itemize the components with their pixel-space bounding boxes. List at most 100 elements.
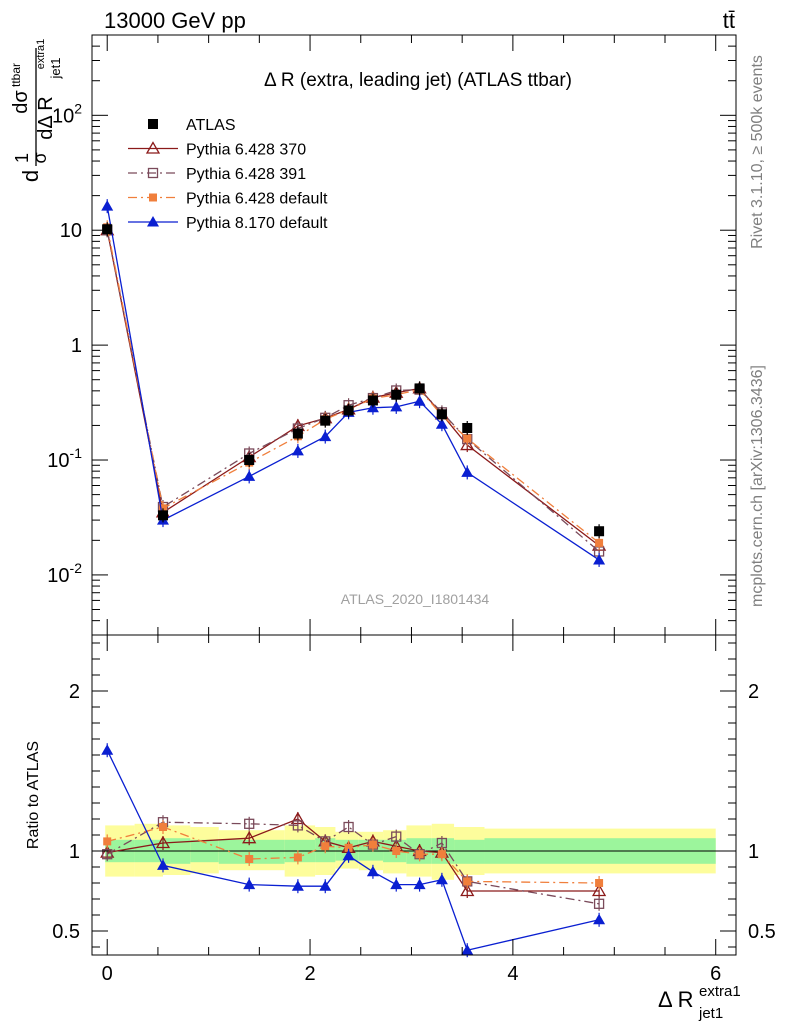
data-point — [319, 880, 332, 891]
data-point — [460, 437, 475, 451]
data-point — [461, 944, 474, 955]
data-point — [155, 835, 171, 849]
data-point — [320, 415, 331, 426]
legend-marker — [145, 141, 161, 154]
x-tick-label: 0 — [102, 963, 113, 985]
data-point — [244, 818, 255, 829]
data-point — [102, 849, 113, 860]
data-point — [343, 821, 354, 833]
x-axis-base: Δ R — [658, 987, 693, 1012]
data-point — [243, 878, 256, 890]
ratio-plot-marks — [100, 743, 607, 958]
data-point — [390, 878, 403, 890]
x-axis-sub: jet1 — [698, 1005, 723, 1022]
data-point — [157, 510, 168, 521]
data-point — [593, 553, 606, 565]
ratio-y-tick-label-right: 2 — [748, 681, 759, 703]
data-point — [391, 389, 402, 400]
data-point — [158, 823, 167, 831]
data-point — [368, 840, 377, 849]
series-line-4 — [106, 206, 600, 561]
series-line-3 — [106, 227, 600, 544]
legend-marker — [147, 216, 159, 227]
data-point — [435, 418, 448, 429]
data-point — [436, 409, 447, 420]
data-point — [413, 878, 426, 890]
y-tick-label: 10-1 — [47, 445, 82, 472]
rivet-version: Rivet 3.1.10, ≥ 500k events — [749, 55, 766, 249]
data-point — [414, 383, 425, 394]
y-axis-frac2-den-sup: extra1 — [35, 39, 47, 70]
series-line-4 — [106, 749, 600, 951]
data-point — [366, 865, 379, 877]
series-line-2 — [106, 230, 600, 552]
y-tick-label: 10 — [60, 220, 82, 242]
data-point — [102, 224, 113, 235]
legend-label: Pythia 6.428 default — [186, 191, 328, 208]
main-plot-panel: 10-2 10-1 1 10 102 Δ R (extra, leading jet) … — [47, 34, 737, 636]
x-tick-label: 2 — [304, 963, 315, 985]
ratio-plot-frame — [91, 634, 737, 956]
data-point — [594, 526, 605, 537]
y-axis-lead: d — [18, 170, 43, 182]
inner-band — [454, 839, 485, 864]
data-point — [291, 444, 304, 456]
data-point — [342, 849, 355, 861]
data-point — [319, 430, 332, 442]
main-plot-marks — [100, 199, 607, 567]
legend-marker — [149, 193, 157, 202]
data-point — [461, 466, 474, 477]
data-point — [595, 538, 604, 547]
y-axis-frac2-num-sup: ttbar — [9, 63, 23, 87]
data-point — [101, 200, 114, 211]
data-point — [245, 855, 254, 863]
x-tick-label: 4 — [507, 963, 518, 985]
data-point — [292, 428, 303, 439]
header-left: 13000 GeV pp — [104, 8, 246, 33]
x-axis-label: Δ R jet1 extra1 — [658, 983, 741, 1022]
legend-label: Pythia 6.428 370 — [186, 142, 306, 159]
plot-title: Δ R (extra, leading jet) (ATLAS ttbar) — [264, 70, 572, 91]
legend-label: Pythia 8.170 default — [186, 215, 328, 232]
data-point — [242, 830, 257, 844]
y-axis-frac-num: 1 — [12, 153, 32, 163]
ratio-y-tick-label-right: 1 — [748, 841, 759, 863]
data-point — [591, 883, 607, 897]
y-axis-frac2-num: dσ — [10, 90, 32, 114]
ratio-plot-axes: 0.5 0.5 1 1 2 2 0 2 4 6 — [52, 635, 776, 985]
y-tick-label: 1 — [71, 335, 82, 357]
y-axis-frac-den: σ — [30, 152, 50, 163]
data-point — [460, 883, 475, 897]
data-point — [321, 842, 330, 851]
data-point — [463, 434, 472, 443]
series-line-1 — [107, 818, 600, 892]
legend-label: ATLAS — [186, 117, 236, 134]
data-point — [344, 843, 353, 852]
data-point — [343, 405, 354, 416]
ratio-y-axis-label: Ratio to ATLAS — [25, 741, 42, 849]
data-point — [415, 850, 424, 859]
data-point — [292, 820, 304, 831]
data-point — [463, 877, 472, 886]
legend: ATLAS Pythia 6.428 370 Pythia 6.428 391 Pyt… — [128, 117, 328, 232]
legend-marker — [148, 119, 158, 129]
data-point — [413, 395, 426, 406]
data-point — [435, 873, 448, 885]
series-line-3 — [107, 826, 600, 884]
series-line-2 — [106, 821, 600, 905]
data-point — [437, 850, 446, 859]
ratio-y-tick-label: 0.5 — [52, 921, 80, 943]
y-tick-label: 10-2 — [47, 560, 82, 587]
main-plot-axes: 10-2 10-1 1 10 102 — [47, 34, 736, 636]
data-point — [390, 400, 403, 412]
y-axis-label: d 1 σ dσ ttbar dΔ R jet1 extra1 — [9, 39, 63, 182]
y-axis-frac2-den: dΔ R — [35, 96, 57, 139]
ratio-y-tick-label: 2 — [69, 681, 80, 703]
data-point — [593, 913, 606, 925]
data-point — [462, 422, 473, 433]
data-point — [293, 853, 302, 862]
x-tick-label: 6 — [710, 963, 721, 985]
y-axis-frac2-den-sub: jet1 — [48, 58, 63, 80]
data-point — [595, 879, 604, 887]
